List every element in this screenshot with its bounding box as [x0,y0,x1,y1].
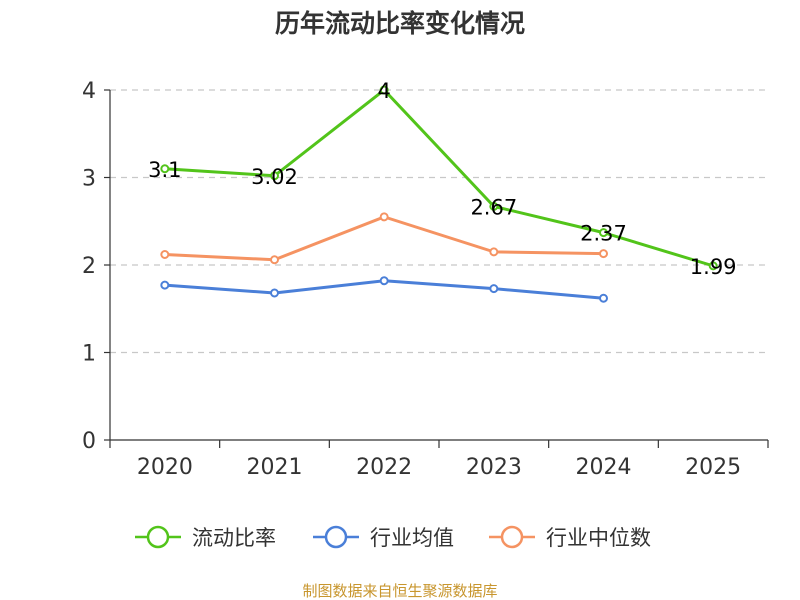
data-point-0-2020[interactable] [160,164,170,174]
y-tick-label-0: 0 [82,429,96,454]
data-label-2025: 1.99 [690,255,737,279]
data-point-1-2022[interactable] [379,276,389,286]
data-point-0-2024[interactable] [599,228,608,238]
y-tick-label-2: 2 [82,254,96,279]
source-note: 制图数据来自恒生聚源数据库 [302,582,497,600]
series-line-2 [164,215,604,262]
data-point-0-2022[interactable] [379,85,389,95]
legend-item-1[interactable]: 行业均值 [313,525,454,550]
data-point-0-2021[interactable] [270,171,279,181]
data-label-2021: 3.02 [251,165,298,189]
series-0 [160,85,718,271]
data-point-2-2024[interactable] [599,249,608,259]
axes: 0 1 2 3 4 2020 2021 2022 2023 2024 2025 [82,79,769,480]
x-tick-label-2023: 2023 [466,455,522,480]
data-label-2023: 2.67 [470,195,517,219]
series-2 [160,212,608,265]
legend-item-0[interactable]: 流动比率 [135,525,276,550]
legend-marker-1 [324,525,348,549]
data-point-0-2023[interactable] [489,201,499,211]
x-tick-label-2024: 2024 [576,455,632,480]
data-labels: 3.1 3.02 4 2.67 2.37 1.99 [148,79,736,279]
data-label-2024: 2.37 [580,222,627,246]
data-label-2020: 3.1 [148,158,181,182]
data-point-1-2023[interactable] [489,284,499,294]
data-point-1-2021[interactable] [270,288,279,298]
chart-title: 历年流动比率变化情况 [275,9,525,38]
legend-label-0: 流动比率 [192,526,276,550]
legend-label-2: 行业中位数 [546,526,651,550]
grid-lines [110,89,768,354]
data-point-2-2023[interactable] [489,247,499,257]
data-point-1-2024[interactable] [599,293,608,303]
data-point-2-2022[interactable] [379,212,389,222]
legend-item-2[interactable]: 行业中位数 [489,525,651,550]
x-tick-label-2021: 2021 [247,455,303,480]
data-label-2022: 4 [377,79,390,103]
data-point-2-2021[interactable] [270,255,279,265]
y-tick-label-1: 1 [82,342,96,367]
legend-marker-2 [500,525,524,549]
x-tick-label-2022: 2022 [356,455,412,480]
y-tick-label-3: 3 [82,167,96,192]
legend[interactable]: 流动比率 行业均值 行业中位数 [135,525,651,550]
data-point-2-2020[interactable] [160,250,170,259]
series-layer [160,85,718,303]
series-1 [160,276,608,303]
y-tick-label-4: 4 [82,79,96,104]
data-point-1-2020[interactable] [160,280,170,290]
series-line-0 [164,88,714,268]
legend-label-1: 行业均值 [370,526,454,550]
x-tick-label-2025: 2025 [685,455,741,480]
x-tick-label-2020: 2020 [137,455,193,480]
legend-marker-0 [146,525,170,549]
data-point-0-2025[interactable] [708,261,718,271]
